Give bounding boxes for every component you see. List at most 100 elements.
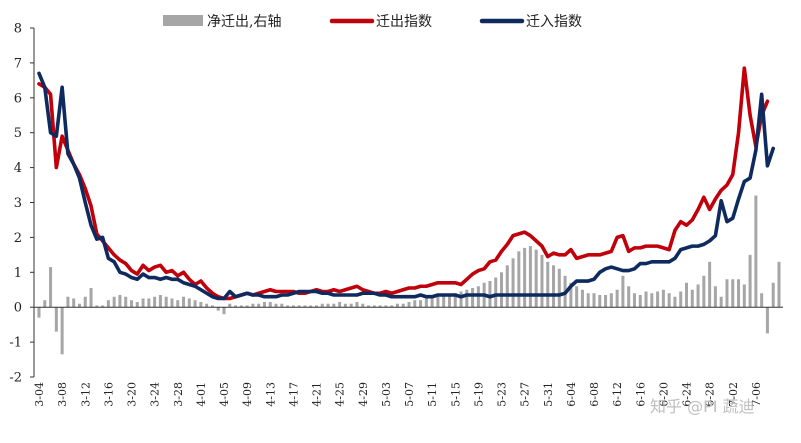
x-tick-label: 5-27: [519, 382, 532, 407]
net-migration-bar: [286, 305, 290, 308]
net-migration-bar: [604, 294, 608, 308]
y-tick-label: -1: [9, 336, 22, 351]
net-migration-bar: [147, 298, 151, 308]
net-migration-bar: [673, 296, 677, 308]
y-tick-label: 6: [14, 91, 22, 106]
net-migration-bar: [291, 305, 295, 308]
net-migration-bar: [130, 300, 134, 308]
net-migration-bar: [43, 300, 47, 308]
net-migration-bar: [632, 293, 636, 308]
net-migration-bar: [343, 303, 347, 308]
x-tick-label: 5-11: [426, 382, 439, 407]
x-tick-label: 4-01: [195, 382, 208, 407]
net-migration-bar: [106, 300, 110, 308]
net-migration-bar: [187, 298, 191, 308]
x-tick-label: 6-28: [704, 382, 717, 407]
y-axis: 8 7 6 5 4 3 2 1 0 -1 -2: [9, 22, 35, 386]
net-migration-bar: [228, 303, 232, 308]
net-migration-bar: [447, 294, 451, 308]
x-tick-label: 4-25: [334, 382, 347, 407]
net-migration-bar: [66, 296, 70, 308]
net-migration-bar: [199, 301, 203, 308]
net-migration-bar: [748, 254, 752, 308]
net-migration-bar: [72, 298, 76, 308]
net-migration-bar: [488, 281, 492, 308]
net-migration-bar: [656, 291, 660, 308]
legend-label: 净迁出,右轴: [207, 14, 281, 30]
net-migration-bar: [777, 261, 781, 308]
y-tick-label: 4: [14, 161, 22, 176]
net-migration-bar: [580, 289, 584, 308]
net-migration-bar: [557, 268, 561, 308]
x-tick-label: 4-13: [264, 382, 277, 407]
x-tick-label: 3-04: [33, 382, 46, 407]
x-tick-label: 3-28: [172, 382, 185, 407]
net-migration-bar: [598, 294, 602, 308]
net-migration-bar: [390, 305, 394, 308]
net-migration-bar: [424, 298, 428, 308]
net-migration-bar: [459, 291, 463, 308]
net-migration-bar: [361, 303, 365, 308]
net-migration-bar: [661, 289, 665, 308]
x-tick-label: 7-02: [727, 382, 740, 407]
legend: 净迁出,右轴 迁出指数 迁入指数: [163, 14, 582, 30]
net-migration-bar: [667, 293, 671, 308]
net-migration-bar: [49, 267, 53, 308]
net-migration-bar: [719, 296, 723, 308]
net-migration-bar: [436, 296, 440, 308]
net-migration-bar: [112, 296, 116, 308]
x-tick-label: 6-16: [634, 382, 647, 407]
net-migration-bar: [216, 307, 220, 311]
net-migration-bar: [523, 247, 527, 308]
net-migration-bar: [355, 301, 359, 308]
index-lines: [37, 66, 776, 301]
x-tick-label: 7-06: [750, 382, 763, 407]
net-migration-bar: [690, 289, 694, 308]
legend-label: 迁出指数: [376, 14, 432, 30]
net-migration-bar: [234, 305, 238, 308]
net-migration-bar: [540, 254, 544, 308]
net-migration-bar: [552, 265, 556, 308]
net-migration-bar: [245, 305, 249, 308]
net-migration-bar: [367, 305, 371, 308]
x-tick-label: 5-31: [542, 382, 555, 407]
net-migration-bar: [274, 303, 278, 308]
net-migration-bar: [158, 294, 162, 308]
x-tick-label: 4-09: [241, 382, 254, 407]
net-migration-bar: [205, 303, 209, 308]
legend-swatch-bar: [163, 15, 203, 26]
net-migration-bar: [89, 288, 93, 308]
net-migration-bar: [77, 303, 81, 308]
net-migration-bar: [696, 284, 700, 308]
net-migration-bar: [760, 293, 764, 308]
x-tick-label: 4-29: [357, 382, 370, 407]
net-migration-bar: [609, 293, 613, 308]
x-tick-label: 6-20: [657, 382, 670, 407]
net-migration-bar: [315, 305, 319, 308]
inflow-index-line: [37, 71, 776, 301]
net-migration-bar: [239, 305, 243, 308]
x-tick-label: 3-24: [149, 382, 162, 407]
net-migration-bar: [384, 305, 388, 308]
y-tick-label: 1: [14, 266, 22, 281]
net-migration-bar: [505, 265, 509, 308]
x-tick-label: 5-19: [472, 382, 485, 407]
net-migration-bar: [349, 303, 353, 308]
net-migration-bar: [685, 282, 689, 308]
x-tick-label: 4-17: [287, 382, 300, 407]
net-migration-bar: [182, 296, 186, 308]
x-tick-label: 4-05: [218, 382, 231, 407]
net-migration-bar: [471, 288, 475, 308]
net-migration-bar: [309, 305, 313, 308]
net-migration-bar: [650, 293, 654, 308]
x-tick-label: 5-23: [496, 382, 509, 407]
x-tick-label: 6-12: [611, 382, 624, 407]
net-migration-bar: [771, 282, 775, 308]
net-migration-bar: [679, 291, 683, 308]
x-axis: 3-04 3-08 3-12 3-16 3-20 3-24 3-28 4-01 4-05 4-09…: [33, 382, 763, 407]
net-migration-bar: [419, 300, 423, 308]
x-tick-label: 3-20: [126, 382, 139, 407]
net-migration-bar: [280, 303, 284, 308]
net-migration-bar: [644, 291, 648, 308]
